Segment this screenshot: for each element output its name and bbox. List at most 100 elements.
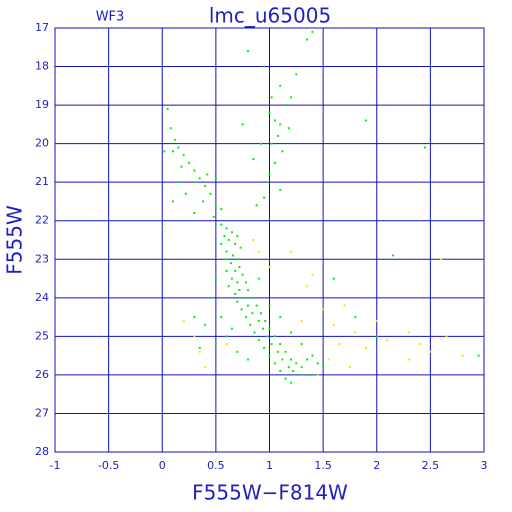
point (225, 269, 228, 272)
point (306, 285, 309, 288)
x-axis-label: F555W−F814W (192, 481, 348, 505)
point (332, 277, 335, 280)
point (263, 196, 266, 199)
point (204, 185, 207, 188)
point (277, 350, 280, 353)
point (229, 262, 232, 265)
point (391, 254, 394, 257)
point (289, 358, 292, 361)
point (273, 335, 276, 338)
point (234, 242, 237, 245)
point (220, 208, 223, 211)
point (198, 350, 201, 353)
point (295, 73, 298, 76)
point (270, 96, 273, 99)
point (273, 362, 276, 365)
point (266, 181, 269, 184)
point (242, 296, 245, 299)
point (198, 346, 201, 349)
point (277, 134, 280, 137)
point (230, 231, 233, 234)
point (247, 50, 250, 53)
point (249, 323, 252, 326)
point (180, 165, 183, 168)
point (263, 65, 266, 68)
point (264, 319, 267, 322)
point (338, 343, 341, 346)
point (461, 354, 464, 357)
point (193, 212, 196, 215)
point (295, 362, 298, 365)
point (174, 138, 177, 141)
point (252, 158, 255, 161)
point (232, 254, 235, 257)
point (212, 215, 215, 218)
point (236, 235, 239, 238)
point (316, 373, 319, 376)
point (289, 331, 292, 334)
point (348, 366, 351, 369)
point (182, 154, 185, 157)
point (257, 339, 260, 342)
point (161, 227, 164, 230)
point (354, 331, 357, 334)
point (309, 373, 312, 376)
point (223, 235, 226, 238)
point (220, 242, 223, 245)
point (440, 258, 443, 261)
y-tick-label: 26 (35, 368, 49, 381)
y-tick-label: 27 (35, 406, 49, 419)
point (198, 177, 201, 180)
x-tick-label: 0 (159, 459, 166, 472)
point (204, 323, 207, 326)
point (166, 107, 169, 110)
point (289, 96, 292, 99)
point (292, 370, 295, 373)
point (227, 285, 230, 288)
y-axis-label: F555W (3, 205, 27, 275)
point (306, 38, 309, 41)
point (279, 316, 282, 319)
y-tick-label: 20 (35, 137, 49, 150)
point (279, 343, 282, 346)
point (220, 316, 223, 319)
point (375, 335, 378, 338)
point (239, 246, 242, 249)
point (163, 150, 166, 153)
point (262, 327, 265, 330)
point (225, 227, 228, 230)
point (268, 173, 271, 176)
point (177, 146, 180, 149)
point (244, 281, 247, 284)
point (273, 119, 276, 122)
point (300, 366, 303, 369)
y-tick-label: 23 (35, 252, 49, 265)
point (193, 316, 196, 319)
point (477, 354, 480, 357)
point (247, 304, 250, 307)
point (255, 204, 258, 207)
point (311, 354, 314, 357)
point (204, 366, 207, 369)
point (316, 362, 319, 365)
y-tick-label: 28 (35, 445, 49, 458)
y-tick-label: 22 (35, 214, 49, 227)
point (365, 346, 368, 349)
point (332, 323, 335, 326)
point (300, 319, 303, 322)
point (182, 319, 185, 322)
point (252, 296, 255, 299)
point (225, 250, 228, 253)
point (289, 381, 292, 384)
y-tick-label: 25 (35, 329, 49, 342)
x-tick-label: 0.5 (207, 459, 225, 472)
point (171, 150, 174, 153)
x-tick-label: -0.5 (98, 459, 119, 472)
point (214, 204, 217, 207)
point (270, 343, 273, 346)
point (252, 239, 255, 241)
point (279, 84, 282, 87)
point (281, 358, 284, 361)
point (169, 127, 172, 130)
